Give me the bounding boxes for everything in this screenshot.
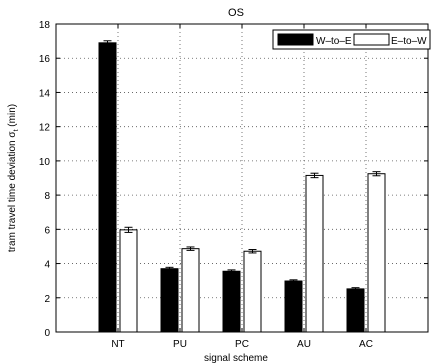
y-tick-label: 6 [44, 225, 50, 236]
y-tick-label: 10 [39, 157, 51, 168]
y-tick-label: 12 [39, 123, 51, 134]
bar-w-to-e-ac [346, 288, 365, 333]
y-axis-label-subscript: t [13, 129, 20, 131]
y-tick-label: 2 [44, 294, 50, 305]
x-tick-label-pc: PC [235, 339, 249, 350]
bar-e-to-w-au [305, 174, 324, 333]
y-tick-label: 16 [39, 54, 51, 65]
y-tick-label: 8 [44, 191, 50, 202]
y-axis-label: tram travel time deviation σt (min) [7, 104, 20, 252]
bar-e-to-w-ac [367, 173, 386, 333]
bar-e-to-w-pu [181, 248, 200, 333]
y-axis-label-unit: (min) [7, 104, 18, 130]
legend-swatch-e-to-w [353, 33, 390, 46]
y-axis-label-main: tram travel time deviation σ [7, 131, 18, 252]
x-tick-label-au: AU [297, 339, 311, 350]
bar-w-to-e-nt [98, 42, 117, 333]
bar-w-to-e-au [284, 280, 303, 333]
ticks: NT PU PC AU AC 0 2 4 6 8 10 12 14 16 18 [39, 20, 428, 350]
legend-label-w-to-e: W–to–E [316, 36, 352, 47]
bar-e-to-w-nt [119, 229, 138, 333]
y-tick-label: 18 [39, 20, 51, 31]
x-tick-label-nt: NT [111, 339, 124, 350]
x-axis-label: signal scheme [204, 353, 268, 364]
x-tick-label-ac: AC [359, 339, 373, 350]
bar-w-to-e-pc [222, 270, 241, 333]
legend-swatch-w-to-e [277, 33, 314, 46]
bar-e-to-w-pc [243, 250, 262, 333]
grid-lines [56, 24, 428, 332]
y-tick-label: 0 [44, 328, 50, 339]
x-tick-label-pu: PU [173, 339, 187, 350]
y-tick-label: 14 [39, 88, 51, 99]
bar-w-to-e-pu [160, 268, 179, 333]
legend-label-e-to-w: E–to–W [391, 36, 427, 47]
y-tick-label: 4 [44, 260, 50, 271]
legend: W–to–E E–to–W [272, 29, 431, 50]
chart-title: OS [228, 7, 244, 19]
